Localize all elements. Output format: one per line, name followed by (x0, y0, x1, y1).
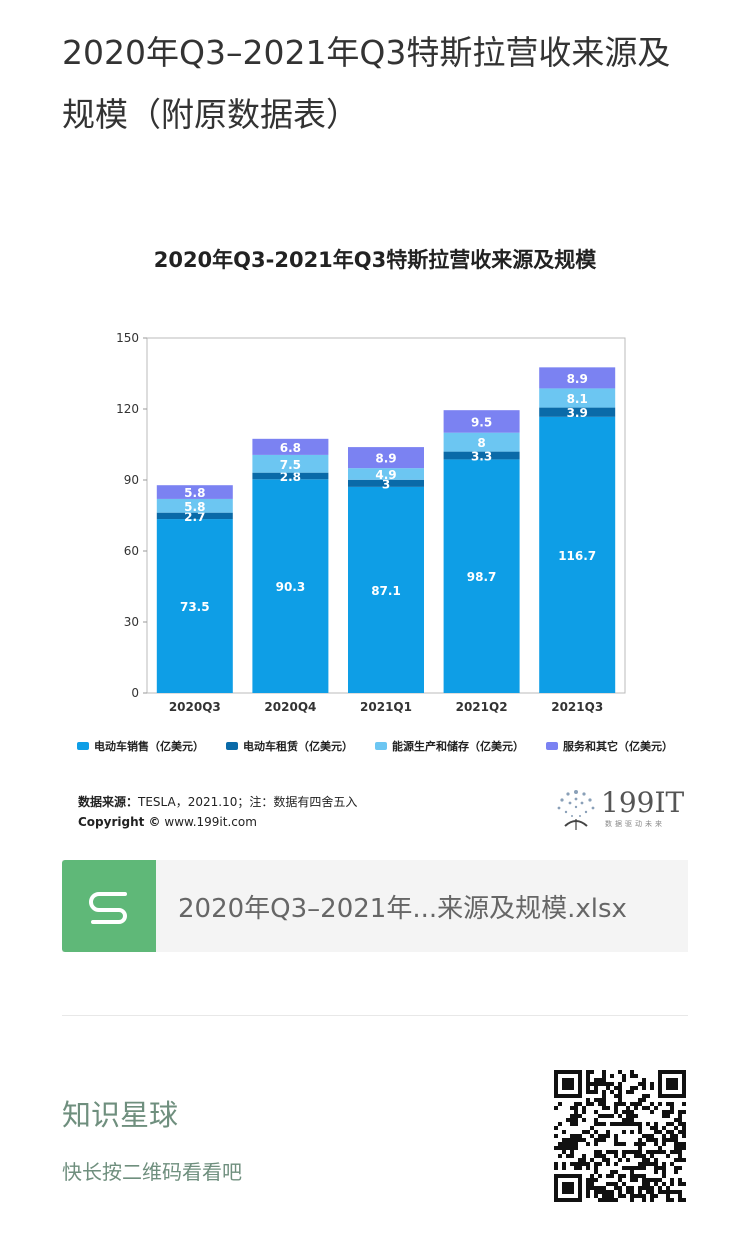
bar-segment (156, 512, 233, 520)
bar-segment (252, 438, 329, 455)
data-label: 2.8 (280, 470, 301, 484)
y-tick-label: 30 (124, 615, 139, 629)
x-tick-label: 2021Q3 (551, 700, 603, 714)
copyright-url: www.199it.com (164, 815, 257, 829)
data-label: 90.3 (276, 580, 306, 594)
data-source: 数据来源：TESLA，2021.10；注：数据有四舍五入 Copyright ©… (78, 792, 357, 832)
spreadsheet-icon (62, 860, 156, 952)
legend-item: 服务和其它（亿美元） (546, 738, 673, 754)
data-label: 98.7 (467, 570, 497, 584)
data-label: 73.5 (180, 600, 210, 614)
data-label: 2.7 (184, 510, 205, 524)
y-tick-label: 60 (124, 544, 139, 558)
bar-segment (348, 486, 424, 693)
chart-title: 2020年Q3-2021年Q3特斯拉营收来源及规模 (153, 248, 597, 272)
legend-item: 电动车销售（亿美元） (77, 738, 204, 754)
bar-segment (348, 479, 424, 487)
legend-swatch (375, 742, 387, 750)
page-title: 2020年Q3–2021年Q3特斯拉营收来源及规模（附原数据表） (62, 33, 671, 134)
chart-legend: 电动车销售（亿美元） 电动车租赁（亿美元） 能源生产和储存（亿美元） 服务和其它（亿美… (0, 738, 750, 754)
y-tick-label: 150 (116, 331, 139, 345)
bar-segment (443, 410, 520, 433)
bar-segment (252, 479, 329, 693)
legend-label: 能源生产和储存（亿美元） (392, 740, 524, 753)
bar-segment (252, 472, 329, 480)
x-tick-label: 2020Q3 (169, 700, 221, 714)
source-text: TESLA，2021.10；注：数据有四舍五入 (138, 795, 358, 809)
data-label: 116.7 (558, 549, 596, 563)
legend-swatch (546, 742, 558, 750)
bar-segment (443, 451, 520, 460)
legend-label: 电动车销售（亿美元） (94, 740, 204, 753)
knowledge-subtitle: 快长按二维码看看吧 (62, 1160, 242, 1184)
x-tick-label: 2021Q1 (360, 700, 412, 714)
brand-tagline: 数据驱动未来 (605, 820, 665, 828)
data-label: 8.1 (567, 392, 588, 406)
legend-item: 能源生产和储存（亿美元） (375, 738, 524, 754)
bar-segment (156, 498, 233, 513)
qr-code[interactable] (554, 1070, 686, 1202)
file-attachment[interactable]: 2020年Q3–2021年...来源及规模.xlsx (62, 860, 688, 952)
legend-label: 服务和其它（亿美元） (563, 740, 673, 753)
data-label: 8.9 (567, 372, 588, 386)
bar-segment (539, 367, 616, 389)
x-tick-label: 2021Q2 (456, 700, 508, 714)
data-label: 87.1 (371, 584, 401, 598)
y-tick-label: 90 (124, 473, 139, 487)
dandelion-icon (557, 790, 595, 830)
legend-label: 电动车租赁（亿美元） (243, 740, 353, 753)
data-label: 9.5 (471, 415, 492, 429)
bar-segment (348, 468, 424, 480)
data-label: 7.5 (280, 458, 301, 472)
knowledge-title: 知识星球 (62, 1098, 179, 1132)
data-label: 3 (382, 477, 390, 491)
brand-logo: 199IT 数据驱动未来 (553, 786, 693, 832)
legend-item: 电动车租赁（亿美元） (226, 738, 353, 754)
divider (62, 1015, 688, 1016)
bar-segment (443, 432, 520, 452)
data-label: 8.9 (375, 452, 396, 466)
bar-segment (348, 447, 424, 469)
bar-segment (252, 454, 329, 473)
data-label: 5.8 (184, 500, 205, 514)
bar-segment (539, 416, 616, 693)
legend-swatch (77, 742, 89, 750)
bar-segment (539, 407, 616, 417)
y-tick-label: 0 (131, 686, 139, 700)
bar-segment (156, 519, 233, 693)
data-label: 3.9 (567, 406, 588, 420)
data-label: 8 (477, 436, 485, 450)
x-tick-label: 2020Q4 (264, 700, 316, 714)
brand-name: 199IT (601, 786, 685, 819)
file-name: 2020年Q3–2021年...来源及规模.xlsx (178, 893, 627, 924)
data-label: 5.8 (184, 486, 205, 500)
legend-swatch (226, 742, 238, 750)
data-label: 6.8 (280, 441, 301, 455)
bar-segment (539, 388, 616, 408)
bar-segment (156, 485, 233, 499)
source-label: 数据来源： (78, 795, 139, 809)
y-tick-label: 120 (116, 402, 139, 416)
data-label: 4.9 (375, 468, 396, 482)
bar-segment (443, 459, 520, 693)
stacked-bar-chart: 030609012015073.52.75.85.82020Q390.32.87… (116, 331, 626, 714)
copyright-label: Copyright © (78, 815, 161, 829)
data-label: 3.3 (471, 450, 492, 464)
